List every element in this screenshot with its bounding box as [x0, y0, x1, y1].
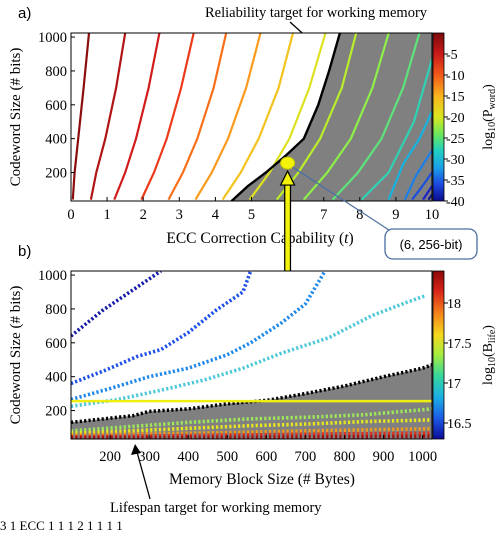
- colorbar-tick-label-a: -10: [446, 69, 465, 84]
- contour-line-a-4: [167, 33, 228, 201]
- panel-b-colorbar-label: log10(Blife): [481, 325, 498, 385]
- x-tick-label-b: 700: [295, 449, 317, 465]
- panel-a-target-region: [231, 33, 432, 201]
- panel-a: a) Reliability target for working memory…: [8, 5, 498, 260]
- x-tick-label-a: 4: [212, 207, 220, 223]
- contour-line-b-7: [71, 431, 432, 439]
- x-tick-label-a: 8: [356, 207, 363, 223]
- callout-pointer: [292, 166, 393, 233]
- y-tick-label-b: 400: [45, 370, 67, 386]
- x-tick-label-a: 0: [67, 207, 74, 223]
- contour-line-a-15: [422, 185, 432, 201]
- contour-line-a-13: [403, 149, 432, 201]
- colorbar-tick-label-b: 17: [447, 377, 461, 392]
- contour-line-a-5: [194, 33, 262, 201]
- colorbar-tick-label-b: 18: [447, 297, 461, 312]
- panel-b-colorbar: [432, 270, 445, 440]
- panel-b: b) 200 300 400 500 600 700 800 900 1000 200 400 60…: [8, 243, 498, 516]
- colorbar-tick-label-a: -30: [446, 153, 465, 168]
- contour-line-a-1: [89, 33, 127, 200]
- y-tick-label-a: 400: [45, 132, 67, 148]
- x-tick-label-a: 2: [140, 207, 147, 223]
- y-tick-label-b: 1000: [38, 268, 67, 284]
- contour-line-b-6: [71, 427, 432, 437]
- panel-b-y-ticks: 200 400 600 800 1000: [38, 268, 75, 420]
- colorbar-tick-label-a: -15: [446, 90, 465, 105]
- x-tick-label-a: 5: [248, 207, 255, 223]
- x-tick-label-b: 800: [334, 449, 356, 465]
- contour-line-a-16: [427, 193, 432, 201]
- panel-a-colorbar-ticks: -5 -10 -15 -20 -25 -30 -35 -40: [444, 48, 465, 210]
- colorbar-tick-label-a: -25: [446, 132, 465, 147]
- colorbar-tick-label-b: 17.5: [447, 337, 472, 352]
- x-tick-label-b: 500: [216, 449, 238, 465]
- y-tick-label-a: 600: [45, 98, 67, 114]
- callout-text: (6, 256-bit): [400, 237, 463, 252]
- lifespan-target-arrow: [136, 451, 151, 500]
- x-tick-label-b: 300: [138, 449, 160, 465]
- reliability-target-annotation: Reliability target for working memory: [205, 5, 428, 21]
- y-tick-label-b: 200: [45, 404, 67, 420]
- panel-b-x-axis-label: Memory Block Size (# Bytes): [169, 471, 355, 488]
- x-tick-label-a: 7: [320, 207, 327, 223]
- y-tick-label-b: 800: [45, 302, 67, 318]
- contour-line-a-10: [331, 33, 421, 201]
- panel-b-x-ticks: 200 300 400 500 600 700 800 900 1000: [99, 435, 437, 465]
- x-tick-label-a: 9: [392, 207, 399, 223]
- panel-a-colorbar-label: log10(Pword): [481, 84, 498, 150]
- x-tick-label-b: 1000: [408, 449, 437, 465]
- contour-line-b-0: [71, 271, 162, 338]
- contour-line-a-7: [248, 33, 327, 201]
- panel-b-y-axis-label: Codeword Size (# bits): [8, 286, 24, 425]
- lifespan-target-annotation: Lifespan target for working memory: [110, 500, 322, 516]
- colorbar-tick-label-a: -35: [446, 174, 465, 189]
- contour-line-a-11: [360, 58, 432, 201]
- x-tick-label-b: 200: [99, 449, 121, 465]
- colorbar-tick-label-a: -20: [446, 111, 465, 126]
- panel-b-colorbar-ticks: 18 17.5 17 16.5: [444, 297, 472, 432]
- y-tick-label-a: 200: [45, 166, 67, 182]
- contour-line-a-0: [71, 33, 91, 200]
- colorbar-tick-label-a: -40: [446, 195, 465, 210]
- contour-line-a-14: [411, 171, 432, 201]
- y-tick-label-a: 1000: [38, 30, 67, 46]
- panel-a-y-ticks: 200 400 600 800 1000: [38, 30, 75, 182]
- callout-box: [384, 228, 478, 260]
- contour-line-b-2: [71, 271, 327, 402]
- panel-a-x-axis-label: ECC Correction Capability (t): [166, 230, 353, 247]
- contour-line-a-2: [113, 33, 161, 201]
- contour-line-a-6: [221, 33, 295, 201]
- contour-line-b-8: [71, 434, 432, 439]
- colorbar-tick-label-a: -5: [446, 48, 458, 63]
- y-tick-label-a: 800: [45, 64, 67, 80]
- x-tick-label-b: 900: [373, 449, 395, 465]
- y-tick-label-b: 600: [45, 336, 67, 352]
- x-tick-label-b: 600: [255, 449, 277, 465]
- panel-b-label: b): [18, 243, 31, 260]
- contour-line-a-12: [387, 111, 432, 201]
- design-point-marker: [280, 156, 296, 170]
- x-tick-label-a: 10: [425, 207, 440, 223]
- contour-line-b-5: [71, 418, 432, 436]
- x-tick-label-a: 1: [103, 207, 110, 223]
- x-tick-label-a: 3: [176, 207, 183, 223]
- figure-caption: 3 1 ECC 1 1 1 2 1 1 1 1: [0, 518, 123, 533]
- panel-a-label: a): [18, 5, 31, 22]
- panel-a-target-boundary: [230, 33, 342, 201]
- contour-line-b-3: [71, 293, 428, 409]
- panel-b-contour-lines: [71, 271, 432, 439]
- contour-line-a-3: [140, 33, 195, 201]
- contour-line-b-1: [71, 271, 253, 386]
- colorbar-tick-label-b: 16.5: [447, 417, 472, 432]
- contour-line-a-9: [302, 33, 390, 201]
- link-arrow-head-top: [279, 169, 296, 186]
- panel-b-frame: [70, 270, 433, 440]
- panel-a-colorbar: [432, 32, 445, 202]
- panel-a-y-axis-label: Codeword Size (# bits): [8, 48, 24, 187]
- x-tick-label-b: 400: [177, 449, 199, 465]
- lifespan-target-arrowhead: [131, 444, 141, 455]
